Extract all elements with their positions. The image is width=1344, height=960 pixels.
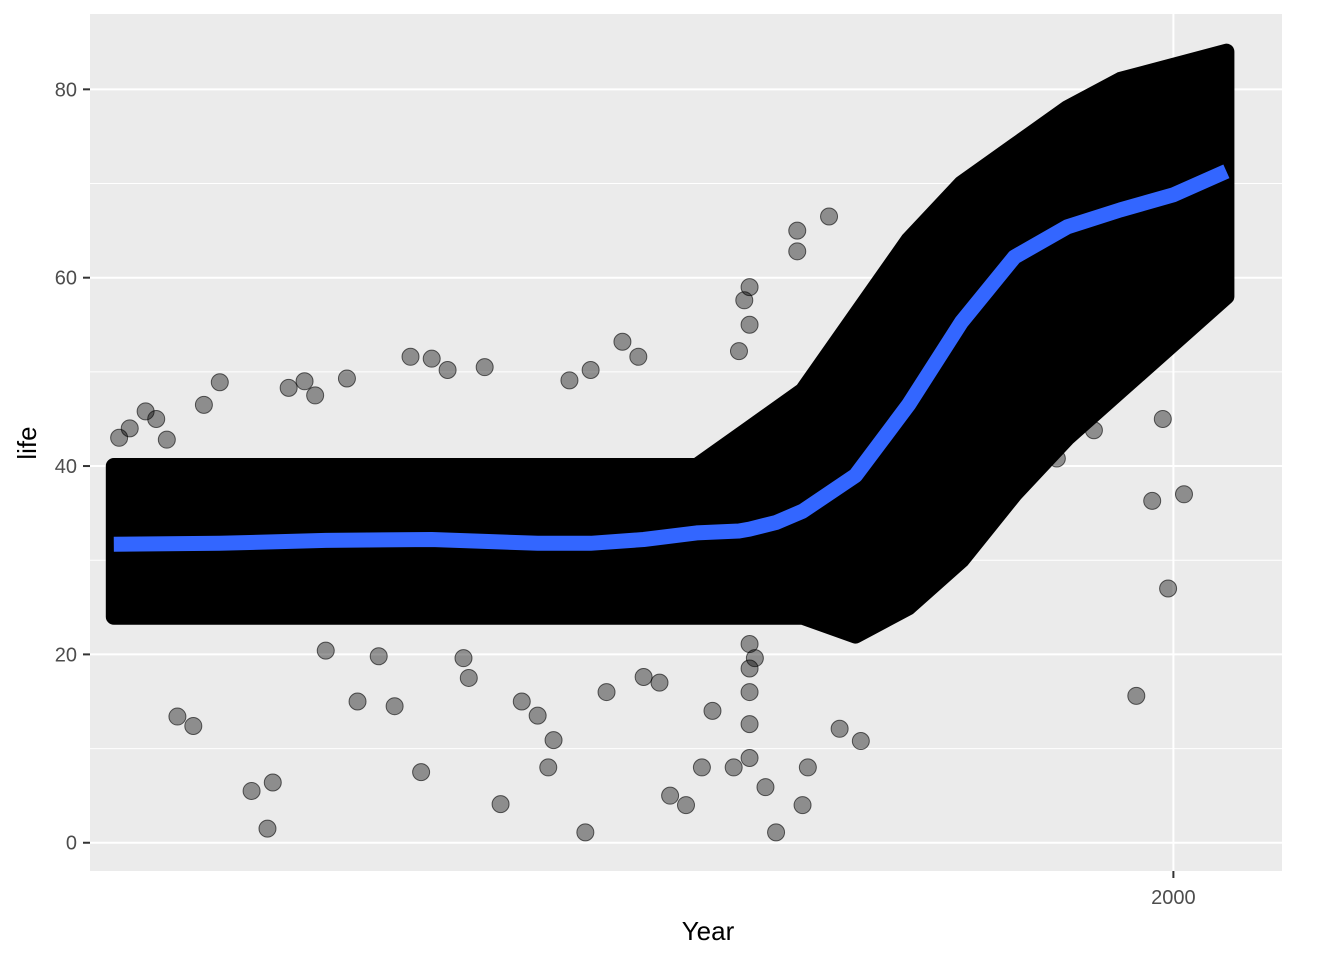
scatter-point [147,409,166,428]
scatter-point [984,470,1003,489]
scatter-point [692,758,711,777]
scatter-point [454,649,473,668]
scatter-point [412,763,431,782]
scatter-point [369,647,388,666]
scatter-point [661,786,680,805]
scatter-point [279,378,298,397]
scatter-point [756,778,775,797]
smooth-line-series [113,164,1230,552]
scatter-point [1153,409,1172,428]
scatter-point [597,683,616,702]
scatter-point [830,719,849,738]
scatter-point [634,667,653,686]
point-density-band [105,43,1235,644]
scatter-point [544,731,563,750]
scatter-point [528,706,547,725]
scatter-point [168,707,187,726]
scatter-point [788,242,807,261]
scatter-point [136,402,155,421]
scatter-point [1174,485,1193,504]
scatter-point [491,795,510,814]
scatter-point [295,372,314,391]
scatter-point [194,395,213,414]
scatter-point [650,673,669,692]
scatter-point [581,360,600,379]
smooth-trend-line [113,164,1230,552]
scatter-point [729,342,748,361]
scatter-point [316,641,335,660]
scatter-point [348,692,367,711]
y-tick-label: 60 [55,268,77,290]
scatter-point [258,819,277,838]
x-axis-ticks: 2000 [1151,871,1196,909]
scatter-point [422,349,441,368]
scatter-point [745,649,764,668]
scatter-point [242,781,261,800]
scatter-point [512,692,531,711]
scatter-point [793,796,812,815]
scatter-point [740,748,759,767]
scatter-point [788,221,807,240]
scatter-point [724,758,743,777]
scatter-point [1047,449,1066,468]
scatter-point [263,773,282,792]
scatter-point [740,659,759,678]
scatter-point [1084,421,1103,440]
scatter-point [1127,686,1146,705]
scatter-point [740,278,759,297]
scatter-point [120,419,139,438]
scatter-point [740,715,759,734]
scatter-point [910,555,929,574]
scatter-points [110,207,1193,842]
y-tick-label: 80 [55,79,77,101]
y-tick-label: 20 [55,644,77,666]
y-axis-ticks: 0 20 40 60 80 [55,79,90,855]
scatter-point [157,430,176,449]
scatter-point [994,428,1013,447]
scatter-point [1159,579,1178,598]
y-tick-label: 40 [55,456,77,478]
scatter-point [539,758,558,777]
y-tick-label: 0 [66,833,77,855]
scatter-point [740,635,759,654]
scatter-point [703,701,722,720]
scatter-point [677,796,695,815]
scatter-point [740,683,759,702]
scatter-point [767,823,786,842]
scatter-point [385,697,404,716]
scatter-point [851,732,870,751]
scatter-point [613,332,632,351]
scatter-point [438,360,457,379]
y-axis-title: life [12,426,42,459]
scatter-point [629,347,648,366]
scatter-point [306,386,325,405]
dense-point-cloud [105,43,1235,644]
scatter-point [560,371,579,390]
scatter-point [740,315,759,334]
scatter-point [820,207,839,226]
x-axis-title: Year [682,916,735,946]
scatter-point [401,347,420,366]
scatter-point [475,358,494,377]
scatter-point [798,758,817,777]
scatter-point [1005,424,1024,443]
scatter-point [899,533,918,552]
scatter-point [576,823,595,842]
major-gridlines [90,14,1282,871]
scatter-point [1143,491,1162,510]
x-tick-label: 2000 [1151,887,1196,909]
scatter-point [459,668,478,687]
scatter-point [337,369,356,388]
scatter-point [210,373,229,392]
scatter-point [184,716,203,735]
